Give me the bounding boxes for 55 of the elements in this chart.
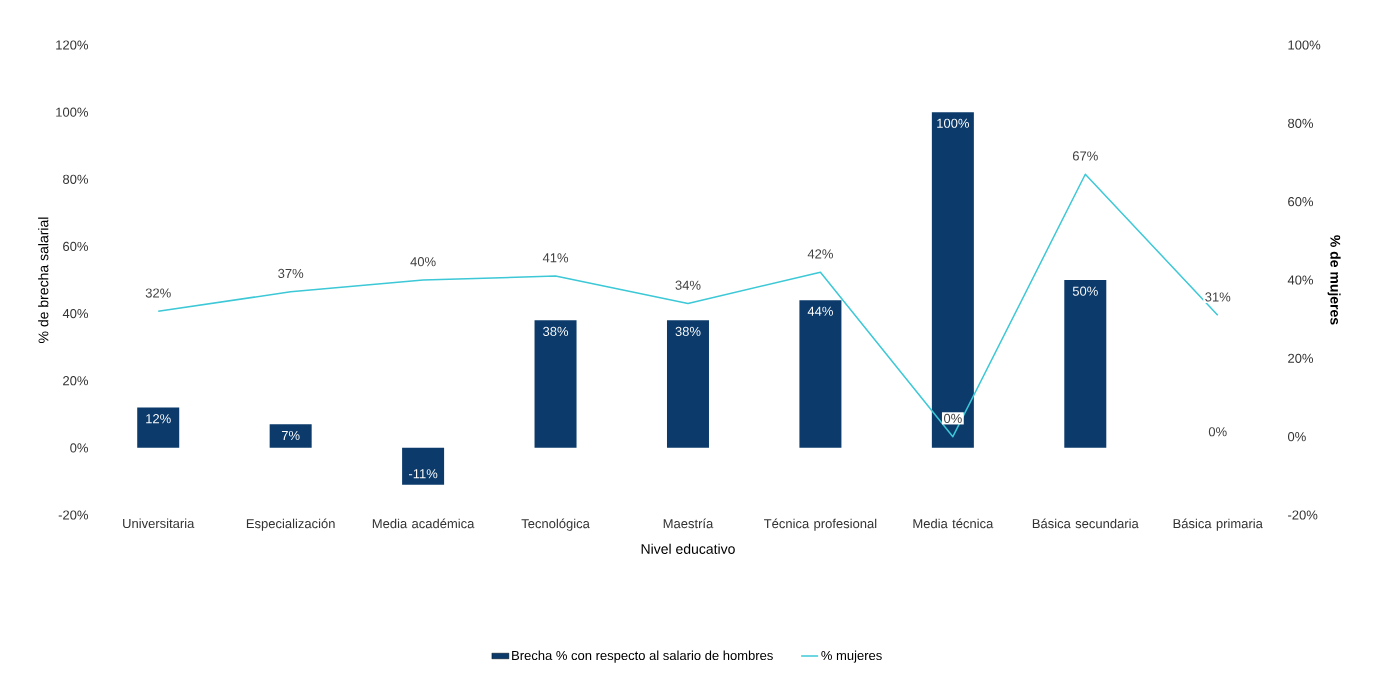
bar bbox=[402, 447, 445, 485]
y-tick-label: 100% bbox=[56, 107, 89, 117]
x-tick-label: Tecnológica bbox=[521, 518, 590, 531]
data-label: 0% bbox=[943, 413, 962, 423]
data-label: 32% bbox=[145, 288, 171, 298]
data-label: 41% bbox=[542, 253, 569, 263]
x-tick-label: Básica secundaria bbox=[1032, 518, 1139, 529]
x-tick-label: Básica primaria bbox=[1173, 518, 1263, 531]
x-tick-label: Universitaria bbox=[123, 518, 195, 529]
y-axis-title: % de brecha salarial bbox=[38, 217, 49, 343]
data-label: 100% bbox=[937, 118, 970, 128]
y-tick-label: -20% bbox=[58, 510, 89, 520]
data-label: 50% bbox=[1072, 286, 1098, 296]
y-tick-label: 40% bbox=[62, 308, 89, 319]
x-tick-label: Técnica profesional bbox=[763, 518, 877, 531]
legend-label: Brecha % con respecto al salario de hombres bbox=[512, 650, 773, 663]
bar bbox=[931, 112, 974, 448]
y-tick-label: 0% bbox=[70, 443, 89, 453]
y2-tick-label: 40% bbox=[1287, 275, 1314, 285]
bar bbox=[666, 320, 709, 448]
data-label: 12% bbox=[146, 414, 171, 424]
data-label: 0% bbox=[1208, 427, 1227, 437]
y-tick-label: 80% bbox=[63, 174, 89, 184]
data-label: 44% bbox=[807, 306, 833, 316]
y2-tick-label: 20% bbox=[1288, 353, 1314, 363]
data-label: 38% bbox=[675, 326, 701, 337]
bar bbox=[269, 424, 312, 448]
bar bbox=[534, 320, 577, 448]
y-tick-label: 20% bbox=[63, 376, 89, 386]
data-label: 38% bbox=[543, 326, 569, 337]
bar bbox=[1064, 280, 1107, 448]
x-tick-label: Maestría bbox=[663, 518, 714, 529]
x-tick-label: Media académica bbox=[372, 518, 475, 529]
y2-tick-label: 80% bbox=[1288, 118, 1314, 128]
data-label: 34% bbox=[675, 280, 701, 290]
data-label: 42% bbox=[807, 249, 833, 259]
y-tick-label: 120% bbox=[56, 40, 89, 50]
x-tick-label: Especialización bbox=[246, 518, 335, 531]
y2-axis-title: % de mujeres bbox=[1327, 235, 1341, 325]
data-label: 31% bbox=[1205, 292, 1231, 302]
y-tick-label: 60% bbox=[63, 241, 89, 252]
data-label: 67% bbox=[1072, 151, 1098, 161]
x-axis-title: Nivel educativo bbox=[641, 543, 735, 554]
legend-label: % mujeres bbox=[821, 650, 882, 663]
bar bbox=[137, 407, 180, 448]
y2-tick-label: 0% bbox=[1287, 432, 1306, 442]
x-tick-label: Media técnica bbox=[913, 518, 994, 529]
data-label: 37% bbox=[278, 268, 304, 279]
data-label: -11% bbox=[408, 469, 438, 479]
y2-tick-label: 100% bbox=[1288, 40, 1321, 50]
data-label: 7% bbox=[281, 430, 300, 440]
y2-tick-label: -20% bbox=[1288, 510, 1318, 520]
data-label: 40% bbox=[410, 257, 436, 267]
y2-tick-label: 60% bbox=[1288, 197, 1314, 207]
bar bbox=[799, 300, 842, 448]
